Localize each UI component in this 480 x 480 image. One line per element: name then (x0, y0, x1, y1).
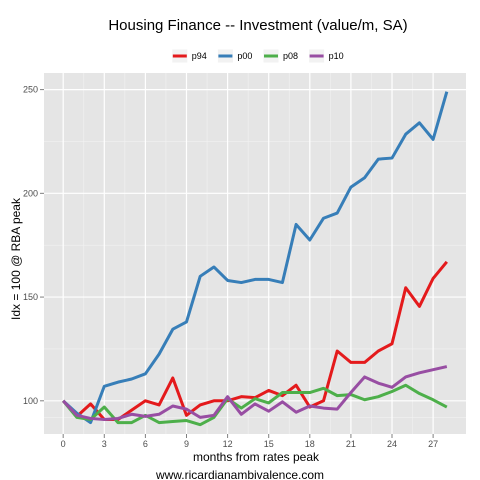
y-tick-label: 250 (23, 85, 38, 95)
chart-title: Housing Finance -- Investment (value/m, … (108, 17, 407, 34)
y-tick-label: 200 (23, 188, 38, 198)
x-tick-label: 27 (428, 439, 438, 449)
x-tick-label: 6 (143, 439, 148, 449)
x-axis-title: months from rates peak (193, 450, 320, 464)
legend-label-p94: p94 (192, 51, 207, 61)
series-line-p08 (62, 383, 448, 427)
y-axis-title: Idx = 100 @ RBA peak (9, 197, 23, 320)
x-tick-label: 9 (184, 439, 189, 449)
caption: www.ricardianambivalence.com (155, 468, 324, 480)
legend: p94 p00 p08 p10 (171, 48, 344, 64)
y-tick-label: 100 (23, 396, 38, 406)
series-line-p00 (62, 91, 449, 425)
legend-label-p00: p00 (237, 51, 252, 61)
legend-label-p08: p08 (283, 51, 298, 61)
legend-label-p10: p10 (329, 51, 344, 61)
x-tick-label: 0 (61, 439, 66, 449)
y-tick-label: 150 (23, 292, 38, 302)
plot-panel (44, 73, 466, 434)
major-gridlines (44, 73, 466, 434)
x-tick-label: 24 (387, 439, 397, 449)
series-layer (62, 91, 449, 427)
series-line-p10 (62, 365, 448, 421)
x-tick-label: 3 (102, 439, 107, 449)
x-tick-label: 18 (305, 439, 315, 449)
x-tick-label: 15 (264, 439, 274, 449)
x-tick-label: 21 (346, 439, 356, 449)
axis-ticks: 0 3 6 9 12 15 18 21 24 27 100 150 200 250 (23, 85, 438, 449)
x-tick-label: 12 (223, 439, 233, 449)
